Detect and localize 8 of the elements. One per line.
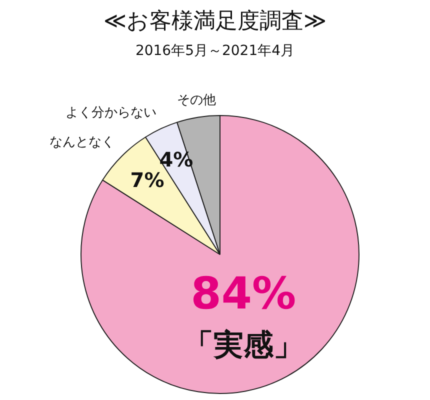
slice-label: なんとなく — [50, 135, 115, 150]
slice-label: その他 — [177, 93, 216, 108]
slice-label: よく分からない — [66, 106, 157, 121]
chart-title: ≪お客様満足度調査≫ — [102, 8, 328, 36]
slice-label: 「実感」 — [183, 328, 304, 363]
data-label: 7% — [130, 168, 164, 192]
data-label: 84% — [190, 268, 296, 320]
chart-subtitle: 2016年5月～2021年4月 — [134, 42, 296, 60]
